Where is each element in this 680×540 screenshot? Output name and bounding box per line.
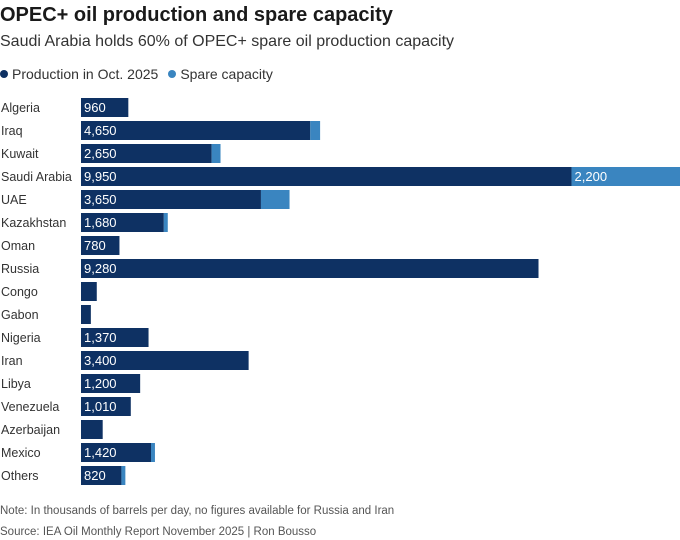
chart-source: Source: IEA Oil Monthly Report November … <box>0 526 317 538</box>
bar-production-venezuela <box>81 397 131 416</box>
bar-spare-saudi-arabia <box>571 167 680 186</box>
bar-production-kazakhstan <box>81 213 164 232</box>
bar-spare-uae <box>260 190 290 209</box>
bar-production-algeria <box>81 98 129 117</box>
bar-spare-iraq <box>310 121 321 140</box>
category-label-iran: Iran <box>1 354 23 368</box>
category-label-gabon: Gabon <box>1 308 39 322</box>
bar-production-saudi-arabia <box>81 167 572 186</box>
value-label-production-iraq: 4,650 <box>84 123 117 138</box>
value-label-spare-saudi-arabia: 2,200 <box>575 169 608 184</box>
value-label-production-kazakhstan: 1,680 <box>84 215 117 230</box>
value-label-production-iran: 3,400 <box>84 353 117 368</box>
value-label-production-oman: 780 <box>84 238 106 253</box>
category-label-mexico: Mexico <box>1 446 41 460</box>
bar-production-gabon <box>81 305 91 324</box>
bar-spare-others <box>121 466 126 485</box>
legend: Production in Oct. 2025 Spare capacity <box>0 66 283 82</box>
category-label-azerbaijan: Azerbaijan <box>1 423 60 437</box>
value-label-production-venezuela: 1,010 <box>84 399 117 414</box>
category-label-algeria: Algeria <box>1 101 40 115</box>
value-label-production-kuwait: 2,650 <box>84 146 117 161</box>
category-label-venezuela: Venezuela <box>1 400 59 414</box>
chart-title: OPEC+ oil production and spare capacity <box>0 4 393 26</box>
category-label-kazakhstan: Kazakhstan <box>1 216 66 230</box>
chart-subtitle: Saudi Arabia holds 60% of OPEC+ spare oi… <box>0 33 455 50</box>
legend-label-spare: Spare capacity <box>180 66 273 82</box>
bar-production-kuwait <box>81 144 212 163</box>
value-label-production-libya: 1,200 <box>84 376 117 391</box>
bar-chart: Algeria 960 Iraq 4,650 Kuwait 2,650 Saudi Arab… <box>1 98 680 485</box>
category-label-uae: UAE <box>1 193 27 207</box>
value-label-production-uae: 3,650 <box>84 192 117 207</box>
bar-production-others <box>81 466 122 485</box>
bar-production-mexico <box>81 443 152 462</box>
category-label-oman: Oman <box>1 239 35 253</box>
bar-production-congo <box>81 282 97 301</box>
category-label-nigeria: Nigeria <box>1 331 41 345</box>
category-label-russia: Russia <box>1 262 39 276</box>
legend-dot-production <box>0 70 8 78</box>
bar-production-uae <box>81 190 261 209</box>
category-label-libya: Libya <box>1 377 31 391</box>
category-label-others: Others <box>1 469 39 483</box>
bar-spare-mexico <box>151 443 155 462</box>
bar-production-oman <box>81 236 120 255</box>
category-label-saudi-arabia: Saudi Arabia <box>1 170 72 184</box>
value-label-production-algeria: 960 <box>84 100 106 115</box>
value-label-production-others: 820 <box>84 468 106 483</box>
value-label-production-saudi-arabia: 9,950 <box>84 169 117 184</box>
bar-spare-kazakhstan <box>163 213 168 232</box>
value-label-production-nigeria: 1,370 <box>84 330 117 345</box>
value-label-production-russia: 9,280 <box>84 261 117 276</box>
bar-production-libya <box>81 374 141 393</box>
bar-production-russia <box>81 259 539 278</box>
legend-item-production: Production in Oct. 2025 <box>0 66 158 82</box>
value-label-production-mexico: 1,420 <box>84 445 117 460</box>
legend-label-production: Production in Oct. 2025 <box>12 66 159 82</box>
bar-spare-kuwait <box>211 144 221 163</box>
bar-production-iran <box>81 351 249 370</box>
bar-production-iraq <box>81 121 311 140</box>
legend-dot-spare <box>168 70 177 78</box>
category-label-iraq: Iraq <box>1 124 23 138</box>
chart-note: Note: In thousands of barrels per day, n… <box>0 505 395 517</box>
legend-item-spare: Spare capacity <box>168 66 273 82</box>
category-label-congo: Congo <box>1 285 38 299</box>
category-label-kuwait: Kuwait <box>1 147 39 161</box>
bar-production-nigeria <box>81 328 149 347</box>
bar-production-azerbaijan <box>81 420 103 439</box>
